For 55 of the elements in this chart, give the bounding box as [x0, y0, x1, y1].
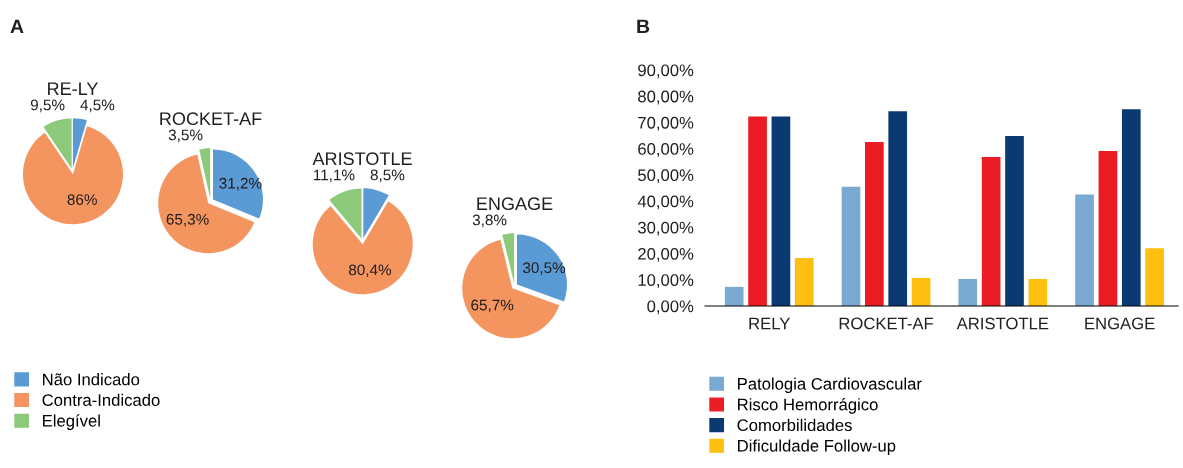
- data-label: 80,4%: [348, 264, 392, 278]
- y-tick-label: 80,00%: [638, 90, 694, 105]
- y-tick-label: 40,00%: [637, 195, 694, 210]
- text: B: [637, 19, 650, 34]
- bar: [1098, 151, 1118, 306]
- y-tick-label: 60,00%: [638, 143, 694, 157]
- legend-label: Dificuldade Follow-up: [738, 439, 896, 455]
- bar: [1028, 278, 1048, 306]
- bar: [865, 142, 884, 306]
- data-label: 11,1%: [313, 169, 355, 183]
- legend-label: Patologia Cardiovascular: [738, 377, 922, 394]
- text: A: [10, 19, 24, 34]
- y-tick-label: 50,00%: [638, 169, 694, 184]
- bar: [748, 116, 767, 306]
- data-label: 30,5%: [522, 262, 566, 275]
- data-label: 31,2%: [219, 177, 262, 191]
- legend-label: Risco Hemorrágico: [738, 398, 878, 414]
- y-tick-label: 10,00%: [638, 274, 694, 288]
- x-tick-label: ENGAGE: [1085, 317, 1155, 330]
- y-tick-label: 70,00%: [638, 116, 694, 131]
- legend-label: Não Indicado: [43, 373, 140, 386]
- legend-label: Elegível: [43, 414, 100, 430]
- data-label: 3,8%: [472, 214, 507, 228]
- data-label: 3,5%: [168, 129, 203, 143]
- bar: [1145, 248, 1164, 306]
- bar: [1005, 136, 1024, 306]
- bar: [888, 111, 908, 306]
- bar: [958, 278, 978, 306]
- bar: [981, 157, 1001, 306]
- y-tick-label: 90,00%: [638, 64, 694, 79]
- y-tick-label: 20,00%: [638, 247, 694, 262]
- chart-title: RE-LY: [48, 82, 99, 95]
- y-tick-label: 30,00%: [638, 221, 694, 236]
- bar: [841, 186, 861, 306]
- bar: [911, 277, 931, 306]
- x-tick-label: RELY: [749, 317, 791, 330]
- x-tick-label: ROCKET-AF: [839, 317, 934, 330]
- bar: [1075, 194, 1094, 306]
- legend-label: Comorbilidades: [737, 418, 852, 432]
- data-label: 9,5%: [30, 99, 65, 113]
- chart-title: ROCKET-AF: [160, 112, 262, 126]
- x-tick-label: ARISTOTLE: [956, 317, 1049, 330]
- data-label: 65,3%: [166, 213, 209, 227]
- data-label: 86%: [67, 194, 97, 205]
- chart-title: ARISTOTLE: [312, 152, 412, 166]
- data-label: 65,7%: [471, 299, 514, 313]
- bar: [771, 116, 791, 306]
- bar: [1121, 109, 1141, 306]
- bar: [724, 286, 744, 306]
- chart-title: ENGAGE: [477, 197, 553, 211]
- bar: [794, 258, 814, 306]
- legend-label: Contra-Indicado: [42, 393, 160, 406]
- data-label: 4,5%: [80, 99, 115, 113]
- y-tick-label: 0,00%: [647, 300, 694, 315]
- data-label: 8,5%: [370, 169, 405, 183]
